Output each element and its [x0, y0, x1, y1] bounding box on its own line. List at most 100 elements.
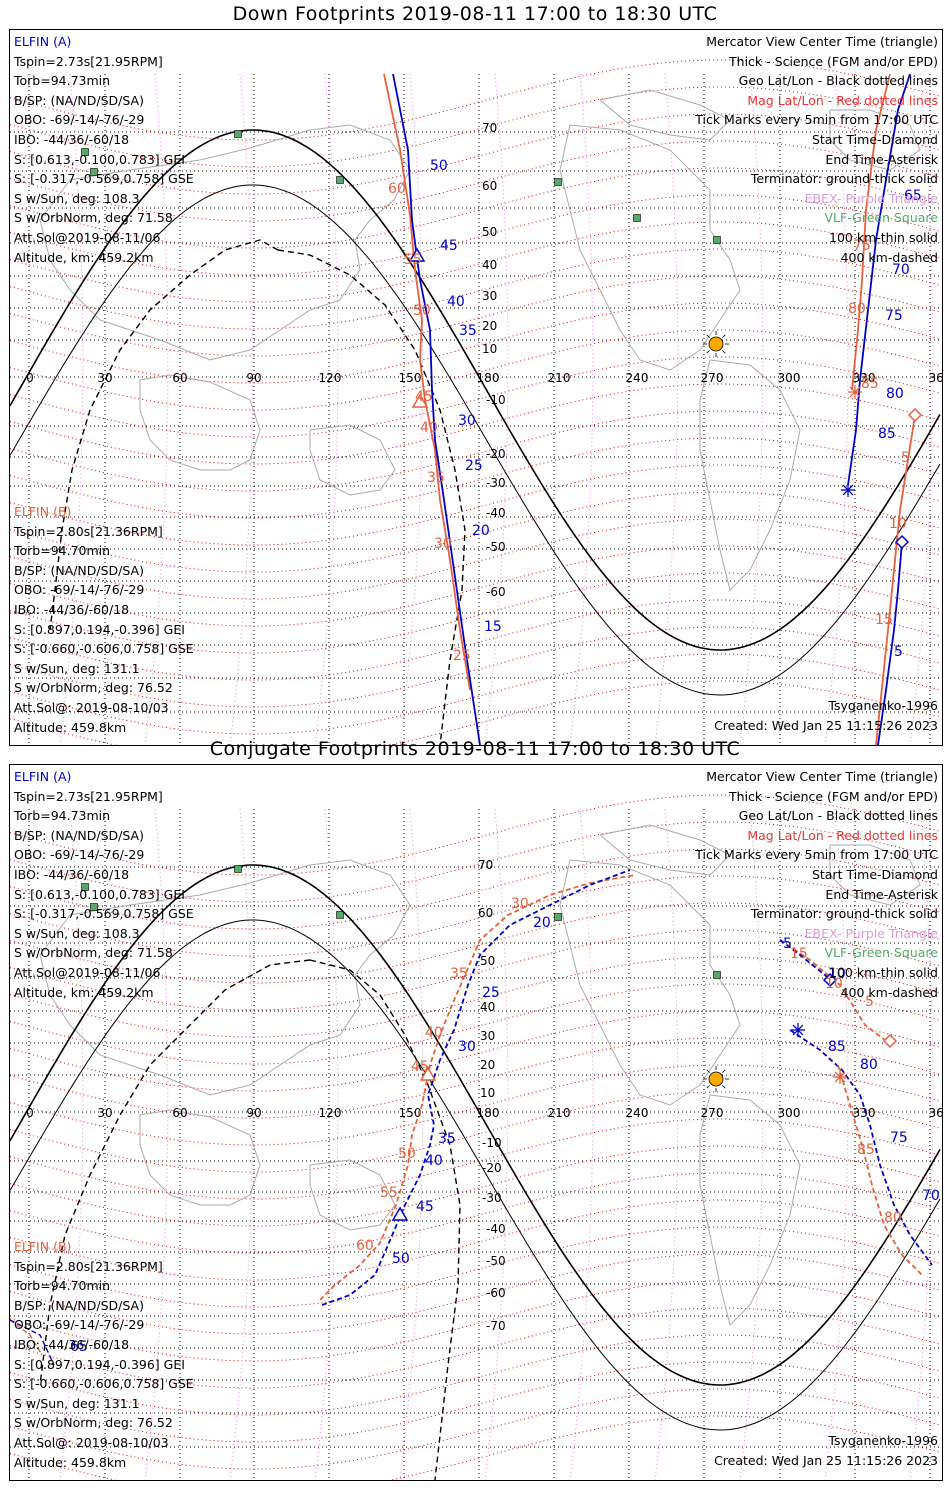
conjugate-footprints-map: 0 30 60 90 120 150 180 210 240 270 300 330 360 70 60 50… [9, 764, 943, 1481]
sun-ray [722, 1085, 726, 1089]
elfin-a-time-label: 65 [70, 1339, 88, 1355]
created-timestamp: Created: Wed Jan 25 11:15:26 2023 [714, 717, 938, 733]
map-footer: Tsyganenko-1996 Created: Wed Jan 25 11:1… [714, 1431, 938, 1470]
elfin-b-info: ELFIN (B) Tspin=2.80s[21.36RPM] Torb=94.… [14, 502, 194, 737]
elfin-b-name: ELFIN (B) [14, 504, 72, 519]
terminator-line [10, 864, 941, 1386]
elfin-b-time-label: 80 [884, 1210, 902, 1226]
mag-lon-line [314, 808, 339, 1480]
elfin-b-time-label: 50 [413, 303, 431, 319]
lat-tick-label: 70 [482, 121, 497, 135]
model-name: Tsyganenko-1996 [828, 698, 938, 713]
end-asterisk [849, 386, 861, 398]
lon-tick-label: 330 [853, 371, 876, 385]
lon-tick-label: 120 [319, 1106, 342, 1120]
lon-tick-label: 300 [778, 371, 801, 385]
center-time-triangle [411, 393, 429, 408]
lon-tick-label: 30 [97, 1106, 112, 1120]
elfin-b-time-label: 15 [790, 946, 808, 962]
elfin-a-info: ELFIN (A) Tspin=2.73s[21.95RPM] Torb=94.… [14, 767, 194, 1002]
elfin-a-time-label: 70 [892, 262, 910, 278]
info-line: S: [0.613,-0.100,0.783] GEI [14, 151, 185, 167]
legend-line: End Time-Asterisk [825, 151, 938, 167]
info-line: B/SP: (NA/ND/SD/SA) [14, 1297, 144, 1313]
elfin-a-time-label: 70 [922, 1188, 940, 1204]
elfin-b-time-label: 75 [853, 238, 871, 254]
lon-tick-label: 30 [97, 371, 112, 385]
vlf-station-square [90, 168, 98, 176]
terminator-line [10, 184, 941, 696]
info-line: Torb=94.73min [14, 73, 111, 89]
info-line: B/SP: (NA/ND/SD/SA) [14, 562, 144, 578]
elfin-a-time-label: 85 [828, 1039, 846, 1055]
lon-tick-label: 210 [548, 371, 571, 385]
legend-line: Mercator View Center Time (triangle) [706, 34, 938, 49]
lon-tick-label: 210 [548, 1106, 571, 1120]
down-panel-title: Down Footprints 2019-08-11 17:00 to 18:3… [232, 3, 718, 25]
vlf-station-square [554, 178, 562, 186]
elfin-a-time-label: 45 [416, 1199, 434, 1215]
start-diamond [882, 1033, 898, 1049]
elfin-a-time-label: 35 [459, 323, 477, 339]
elfin-b-time-label: 60 [388, 181, 406, 197]
elfin-b-time-label: 15 [875, 612, 893, 628]
terminator-curves [10, 129, 941, 745]
info-line: B/SP: (NA/ND/SD/SA) [14, 92, 144, 108]
coastline [829, 109, 921, 171]
end-asterisk [842, 484, 854, 496]
vlf-stations [81, 865, 729, 1092]
mag-lon-line [739, 808, 764, 1480]
mag-lat-line [10, 1145, 941, 1227]
lon-tick-label: 90 [246, 371, 261, 385]
elfin-b-track [837, 1064, 923, 1276]
lat-tick-label: 60 [478, 906, 493, 920]
elfin-b-time-label: 45 [415, 389, 433, 405]
mag-lon-line [399, 73, 424, 745]
info-line: S: [0.897,0.194,-0.396] GEI [14, 621, 185, 637]
model-name: Tsyganenko-1996 [828, 1433, 938, 1448]
info-line: OBO: -69/-14/-76/-29 [14, 847, 145, 863]
info-line: S w/Sun, deg: 131.1 [14, 1395, 140, 1411]
elfin-b-time-label: 55 [380, 1185, 398, 1201]
legend-line: End Time-Asterisk [825, 886, 938, 902]
lat-tick-label: -30 [486, 476, 506, 490]
terminator-400km-line [49, 239, 279, 631]
mag-lon-line [144, 73, 169, 745]
info-line: S: [-0.660,-0.606,0.758] GSE [14, 1376, 194, 1392]
info-line: S: [-0.317,-0.569,0.758] GSE [14, 171, 194, 187]
coastline [559, 124, 741, 371]
elfin-b-time-label: 35 [450, 966, 468, 982]
info-line: S w/OrbNorm, deg: 71.58 [14, 945, 173, 961]
elfin-b-time-label: 40 [425, 1025, 443, 1041]
coastline [559, 859, 741, 1106]
legend-line: Start Time-Diamond [811, 866, 938, 882]
mag-lon-line [739, 73, 764, 745]
info-line: Tspin=2.80s[21.36RPM] [14, 523, 163, 539]
elfin-a-time-label: 45 [440, 238, 458, 254]
lat-tick-label: -50 [486, 1254, 506, 1268]
elfin-b-time-label: 5 [865, 994, 874, 1010]
lon-tick-label: 150 [399, 371, 422, 385]
elfin-a-track [10, 1319, 55, 1366]
legend-line: 400 km-dashed [840, 984, 938, 1000]
lon-tick-label: 330 [853, 1106, 876, 1120]
info-line: IBO: -44/36/-60/18 [14, 601, 130, 617]
center-time-triangle [408, 247, 426, 262]
coastline [139, 1109, 261, 1206]
info-line: Tspin=2.73s[21.95RPM] [14, 53, 163, 69]
terminator-curves [10, 864, 941, 1480]
legend-line: Terminator: ground-thick solid [750, 171, 938, 187]
sun-ray [722, 1069, 726, 1073]
lat-tick-label: -70 [486, 1319, 506, 1333]
elfin-b-name: ELFIN (B) [14, 1239, 72, 1254]
info-line: Torb=94.70min [14, 1278, 111, 1294]
end-asterisk [792, 1024, 804, 1036]
sun-icon [708, 336, 724, 352]
vlf-station-square [336, 176, 344, 184]
legend-line: Tick Marks every 5min from 17:00 UTC [695, 847, 938, 863]
mag-lon-line [654, 73, 679, 745]
info-line: IBO: -44/36/-60/18 [14, 866, 130, 882]
lon-tick-label: 0 [26, 371, 34, 385]
legend-line: Geo Lat/Lon - Black dotted lines [738, 808, 938, 824]
elfin-a-time-label: 10 [828, 966, 846, 982]
